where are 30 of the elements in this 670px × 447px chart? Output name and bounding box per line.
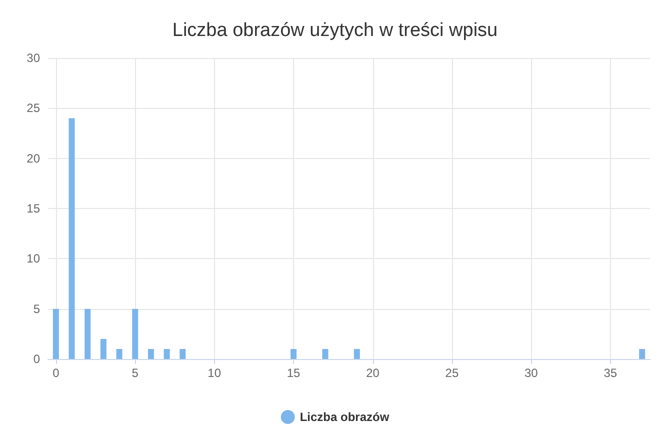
bar [322,348,328,359]
bar [68,118,75,359]
bar [132,308,138,359]
x-tick-label: 10 [208,366,222,380]
bar [52,308,59,359]
x-tick-label: 25 [445,366,459,380]
x-tick-label: 15 [286,366,301,380]
x-tick-label: 5 [132,366,139,380]
y-tick-label: 5 [33,302,40,316]
bar [148,348,154,359]
bar [116,348,122,359]
bar [639,348,646,359]
legend-label: Liczba obrazów [300,410,390,424]
bar [290,348,297,359]
bar [180,348,186,359]
x-tick-label: 30 [524,366,538,380]
chart-title: Liczba obrazów użytych w treści wpisu [172,20,498,41]
x-tick-label: 35 [604,366,618,380]
bar [100,338,106,359]
x-tick-label: 0 [52,366,60,380]
y-tick-label: 10 [26,252,40,266]
y-tick-label: 20 [26,151,40,166]
y-tick-label: 30 [26,51,40,65]
bar [354,348,360,359]
y-tick-label: 15 [26,202,40,216]
x-tick-label: 20 [366,366,380,380]
y-tick-label: 0 [33,352,40,366]
bar [164,348,170,359]
bar [84,308,91,359]
y-tick-label: 25 [26,101,40,116]
